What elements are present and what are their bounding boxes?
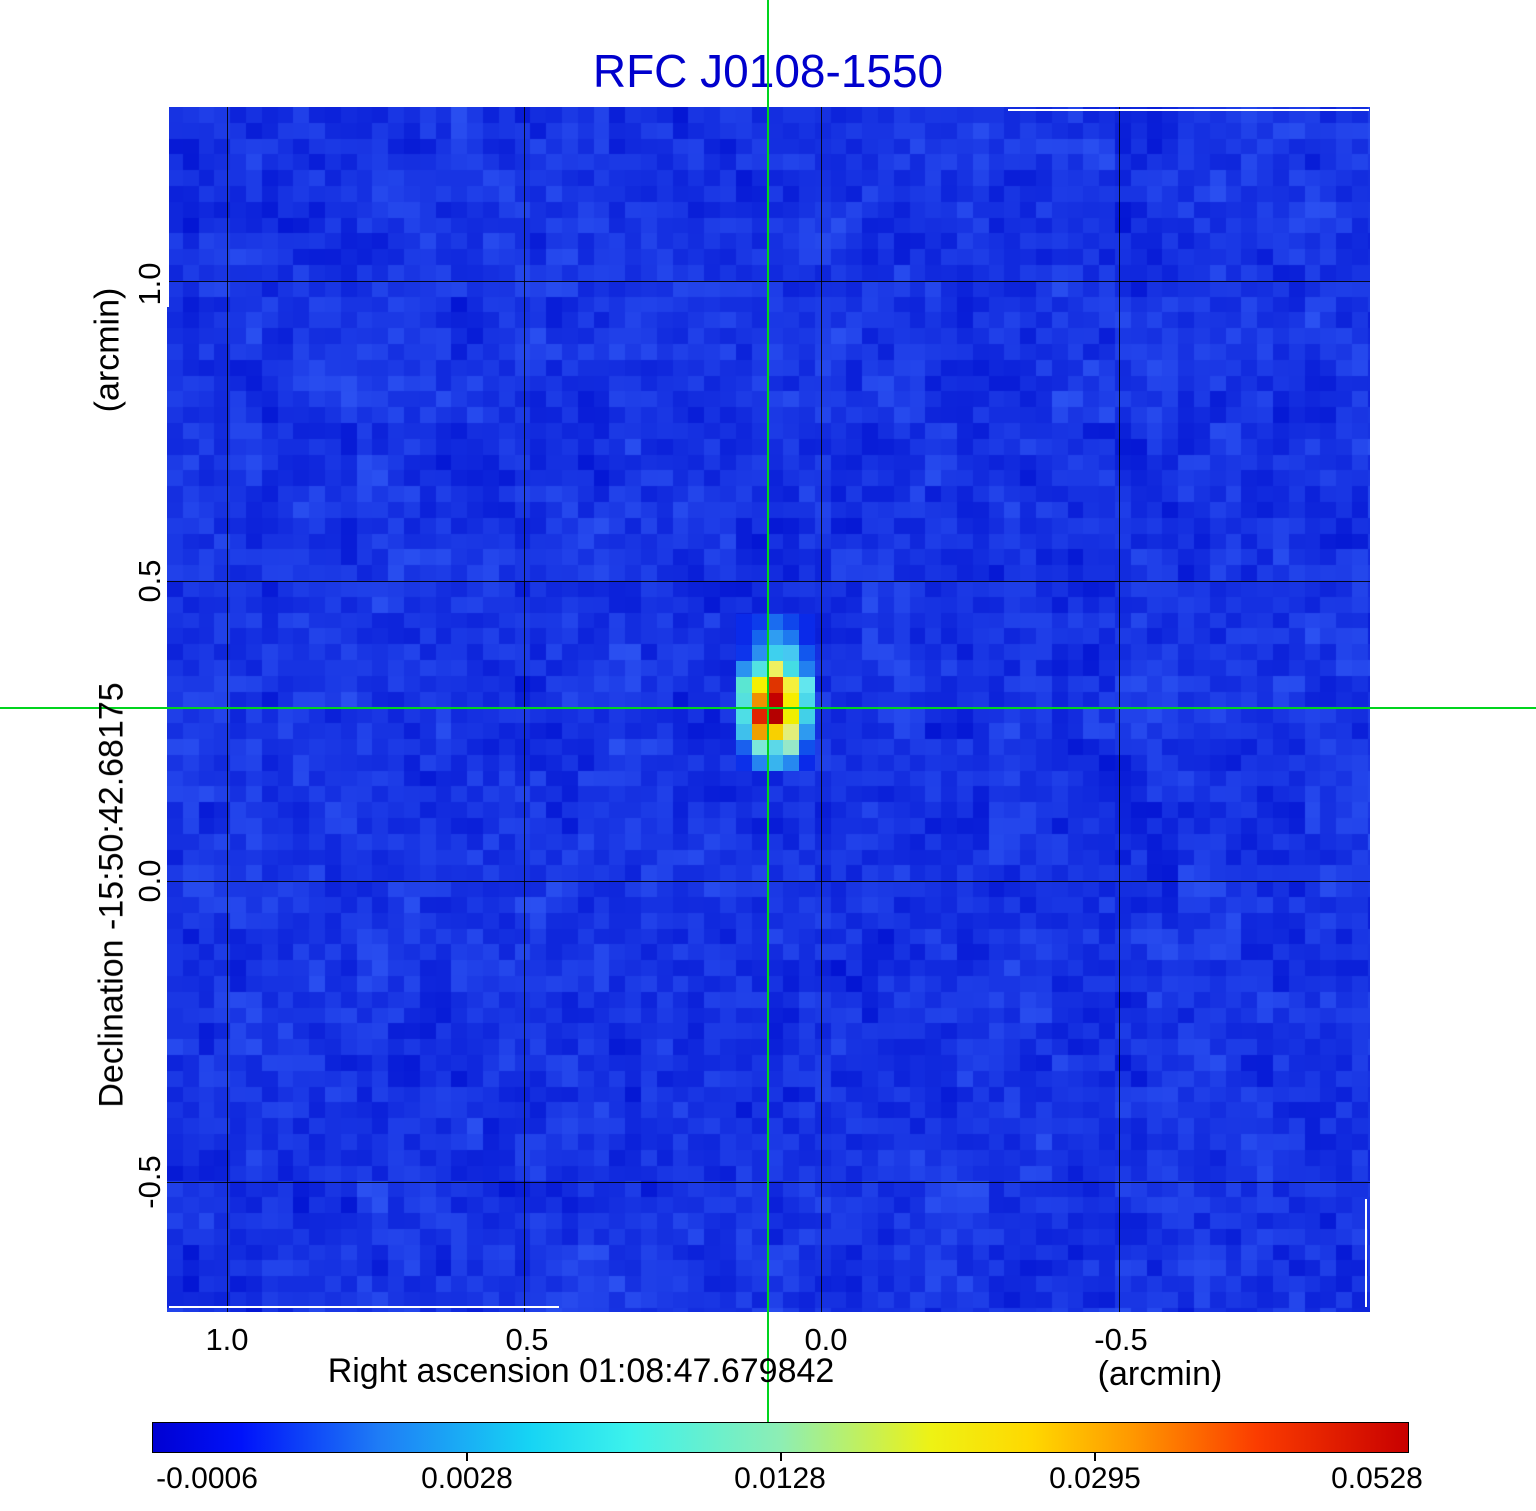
radio-source-pixel <box>783 630 799 646</box>
radio-source-pixel <box>736 755 752 771</box>
radio-source-pixel <box>783 724 799 740</box>
radio-source-pixel <box>752 724 768 740</box>
radio-source-pixel <box>799 630 815 646</box>
colorbar-tick-25 <box>466 1453 468 1461</box>
radio-source-pixel <box>767 740 783 756</box>
x-tick-0.5: 0.5 <box>505 1322 549 1357</box>
colorbar-tick-75 <box>1094 1453 1096 1461</box>
y-tick--0.5: -0.5 <box>132 1155 167 1209</box>
crosshair-vertical-line <box>767 0 769 1422</box>
radio-source-pixel <box>736 614 752 630</box>
y-tick-0.5: 0.5 <box>132 559 167 603</box>
gridline-ra-0.0 <box>821 107 822 1312</box>
x-tick-1.0: 1.0 <box>205 1322 249 1357</box>
radio-source-pixel <box>767 755 783 771</box>
radio-source-pixel <box>767 724 783 740</box>
radio-source-pixel <box>783 661 799 677</box>
y-tick-0.0: 0.0 <box>132 859 167 903</box>
radio-source-pixel <box>752 740 768 756</box>
colorbar-label-3: 0.0295 <box>1049 1462 1141 1495</box>
gridline-ra-1.0 <box>227 107 228 1312</box>
radio-source-pixel <box>752 661 768 677</box>
radio-source-pixel <box>767 614 783 630</box>
radio-source-pixel <box>783 677 799 693</box>
y-axis-unit-label: (arcmin) <box>88 287 127 413</box>
radio-source-pixel <box>752 677 768 693</box>
radio-source-pixel <box>736 740 752 756</box>
radio-source-pixel <box>767 677 783 693</box>
radio-source-pixel <box>752 693 768 709</box>
colorbar-label-1: 0.0028 <box>421 1462 513 1495</box>
radio-source-pixel <box>783 614 799 630</box>
colorbar-label-4: 0.0528 <box>1331 1462 1423 1495</box>
colorbar-label-2: 0.0128 <box>734 1462 826 1495</box>
gridline-ra-0.5 <box>524 107 525 1312</box>
colorbar-tick-50 <box>780 1453 782 1461</box>
radio-source-pixel <box>799 740 815 756</box>
colorbar <box>152 1422 1409 1453</box>
radio-source-pixel <box>767 630 783 646</box>
radio-source-pixel <box>799 693 815 709</box>
radio-source-pixel <box>783 740 799 756</box>
axis-box-white-left <box>167 107 169 307</box>
x-tick-0.0: 0.0 <box>804 1322 848 1357</box>
colorbar-label-0: -0.0006 <box>156 1462 258 1495</box>
x-axis-unit-label: (arcmin) <box>1097 1355 1223 1393</box>
radio-source-pixel <box>736 708 752 724</box>
radio-source-pixel <box>799 724 815 740</box>
radio-source-pixel <box>752 708 768 724</box>
radio-source-pixel <box>752 755 768 771</box>
radio-source-pixel <box>736 661 752 677</box>
radio-source-pixel <box>783 755 799 771</box>
radio-source-pixel <box>799 708 815 724</box>
radio-source-pixel <box>799 614 815 630</box>
radio-source-pixel <box>767 708 783 724</box>
radio-source-pixel <box>783 708 799 724</box>
radio-source-pixel <box>799 755 815 771</box>
radio-source-pixel <box>783 645 799 661</box>
axis-box-white-right <box>1365 1199 1367 1307</box>
radio-source-pixel <box>799 645 815 661</box>
gridline-ra--0.5 <box>1119 107 1120 1312</box>
x-tick--0.5: -0.5 <box>1094 1322 1148 1357</box>
radio-source-pixel <box>799 677 815 693</box>
radio-source-pixel <box>783 693 799 709</box>
radio-source-pixel <box>736 630 752 646</box>
radio-source-pixel <box>752 630 768 646</box>
x-axis-label: Right ascension 01:08:47.679842 <box>327 1352 835 1390</box>
radio-source-pixel <box>736 724 752 740</box>
radio-source-pixel <box>752 645 768 661</box>
radio-source-pixel <box>752 614 768 630</box>
y-tick-1.0: 1.0 <box>132 262 167 306</box>
radio-source-pixel <box>767 693 783 709</box>
radio-source-pixel <box>736 645 752 661</box>
radio-source-pixel <box>767 645 783 661</box>
y-axis-label: Declination -15:50:42.68175 <box>92 682 131 1108</box>
axis-box-white-top <box>1008 109 1369 111</box>
radio-source-pixel <box>736 677 752 693</box>
axis-box-white-bottom <box>169 1306 559 1308</box>
radio-source-pixel <box>767 661 783 677</box>
crosshair-horizontal-line <box>0 707 1536 709</box>
radio-source-pixel <box>799 661 815 677</box>
radio-source-pixel <box>736 693 752 709</box>
